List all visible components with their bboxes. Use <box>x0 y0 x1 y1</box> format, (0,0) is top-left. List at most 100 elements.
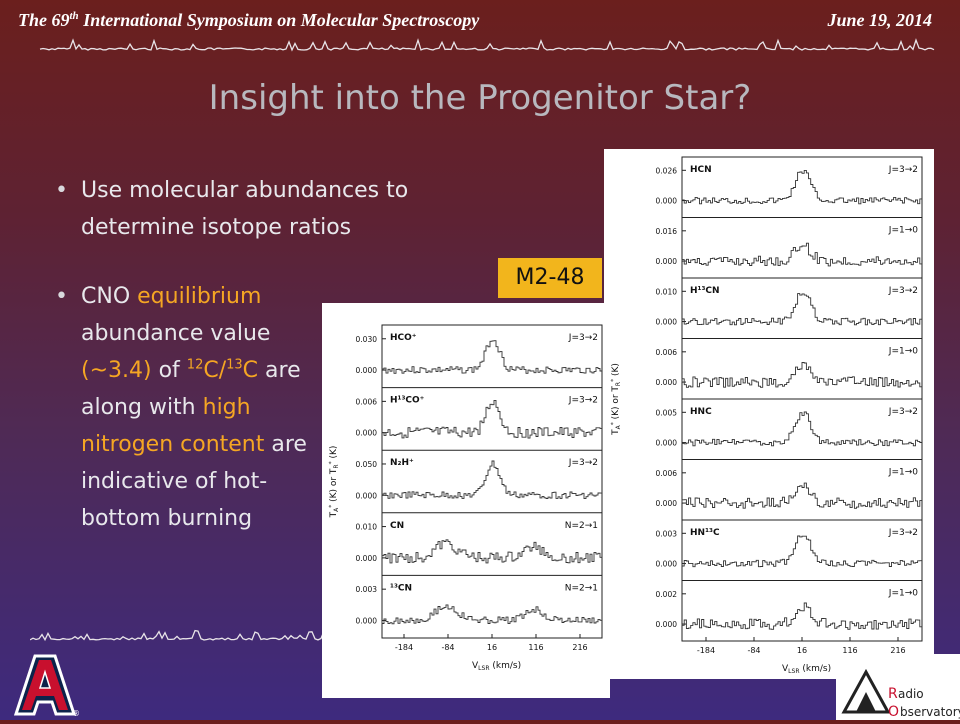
y-tick-label-top: 0.026 <box>656 166 678 175</box>
spectrum-trace <box>381 539 602 564</box>
spectrum-trace <box>681 482 922 509</box>
bullet-2-text-9: are along with <box>81 358 301 420</box>
y-tick-label-zero: 0.000 <box>656 197 678 206</box>
x-tick-label: -184 <box>395 643 413 652</box>
spectrum-wave-top <box>39 38 935 52</box>
y-tick-label-zero: 0.000 <box>656 620 678 629</box>
y-tick-label-zero: 0.000 <box>356 554 378 563</box>
spectrum-trace <box>681 411 922 447</box>
molecule-label: H¹³CO⁺ <box>390 396 425 406</box>
transition-label: J=3→2 <box>568 396 598 406</box>
transition-label: N=2→1 <box>565 583 598 593</box>
bullet-item-1: Use molecular abundances to determine is… <box>55 172 441 246</box>
transition-label: J=1→0 <box>888 347 918 357</box>
bullet-2-text-7: C/ <box>203 358 227 383</box>
decorative-spectrum-line-top <box>39 38 935 52</box>
y-tick-label-zero: 0.000 <box>656 439 678 448</box>
transition-label: J=3→2 <box>568 333 598 343</box>
x-tick-label: 216 <box>572 643 587 652</box>
y-tick-label-top: 0.010 <box>656 287 678 296</box>
bullet-2-text-11: are indicative of hot-bottom burning <box>81 432 307 531</box>
y-tick-label-top: 0.006 <box>656 348 678 357</box>
y-axis-label: TA* (K) or TR* (K) <box>328 446 340 519</box>
transition-label: J=1→0 <box>888 468 918 478</box>
transition-label: J=3→2 <box>888 165 918 175</box>
y-tick-label-zero: 0.000 <box>356 491 378 500</box>
transition-label: J=3→2 <box>888 407 918 417</box>
date-header: June 19, 2014 <box>827 10 932 30</box>
y-tick-label-top: 0.002 <box>656 590 678 599</box>
y-tick-label-top: 0.050 <box>356 460 378 469</box>
y-tick-label-zero: 0.000 <box>656 560 678 569</box>
y-axis-label: TA* (K) or TR* (K) <box>610 363 622 436</box>
y-tick-label-top: 0.003 <box>656 529 678 538</box>
molecule-label: CN <box>390 521 404 531</box>
spectrum-wave-bottom <box>30 629 360 642</box>
y-tick-label-top: 0.006 <box>356 397 378 406</box>
transition-label: N=2→1 <box>565 521 598 531</box>
spectrum-trace <box>681 242 922 267</box>
y-tick-label-top: 0.006 <box>656 469 678 478</box>
x-axis-label: VLSR (km/s) <box>782 664 831 675</box>
transition-label: J=3→2 <box>888 528 918 538</box>
spectrum-trace <box>681 602 922 630</box>
x-tick-label: 116 <box>528 643 543 652</box>
y-tick-label-zero: 0.000 <box>356 366 378 375</box>
molecule-label: HN¹³C <box>690 528 720 538</box>
transition-label: J=1→0 <box>888 226 918 236</box>
source-label: M2-48 <box>498 258 602 298</box>
bullet-2-highlight-value: (~3.4) <box>81 358 152 383</box>
y-tick-label-zero: 0.000 <box>656 318 678 327</box>
x-axis-label: VLSR (km/s) <box>472 661 521 672</box>
x-tick-label: 16 <box>797 646 807 655</box>
observatory-text-r-cap: R <box>888 686 898 702</box>
bullet-2-highlight-nitrogen: high nitrogen content <box>81 395 265 457</box>
spectra-panel-left: 0.030 0.000 HCO⁺ J=3→2 0.006 0.000 H¹³CO⁺ J=3→2… <box>322 303 610 698</box>
transition-label: J=3→2 <box>888 286 918 296</box>
bullet-2-text-1: CNO <box>81 284 138 309</box>
bullet-2-isotope-12: 12 <box>186 357 204 373</box>
spectrum-trace <box>681 293 922 326</box>
spectrum-trace <box>681 169 922 205</box>
y-tick-label-zero: 0.000 <box>356 616 378 625</box>
y-tick-label-top: 0.005 <box>656 408 678 417</box>
molecule-label: N₂H⁺ <box>390 458 414 468</box>
bullet-2-text-5: of <box>151 358 187 383</box>
spectrum-trace <box>381 460 602 500</box>
x-tick-label: 16 <box>487 643 497 652</box>
spectra-figure-right: 0.026 0.000 HCN J=3→2 0.016 0.000 J=1→0 0.010 0.… <box>610 156 923 675</box>
y-tick-label-top: 0.010 <box>356 523 378 532</box>
molecule-label: HNC <box>690 407 712 417</box>
bullet-1-text: Use molecular abundances to determine is… <box>81 178 409 240</box>
y-tick-label-zero: 0.000 <box>356 429 378 438</box>
x-tick-label: 216 <box>890 646 905 655</box>
spectra-panel-right: 0.026 0.000 HCN J=3→2 0.016 0.000 J=1→0 0.010 0.… <box>604 149 934 679</box>
molecule-label: ¹³CN <box>390 583 412 593</box>
slide-title: Insight into the Progenitor Star? <box>208 78 752 118</box>
conference-header: The 69th International Symposium on Mole… <box>18 10 480 30</box>
observatory-text-o-cap: O <box>888 704 899 720</box>
bullet-item-2: CNO equilibrium abundance value (~3.4) o… <box>55 278 307 537</box>
spectrum-trace <box>681 535 922 568</box>
transition-label: J=1→0 <box>888 589 918 599</box>
x-tick-label: -84 <box>441 643 454 652</box>
bullet-2-text-9-c: C <box>242 358 259 383</box>
molecule-label: HCO⁺ <box>390 333 417 343</box>
observatory-emblem: R adio O bservatory <box>841 668 960 720</box>
x-tick-label: -184 <box>697 646 715 655</box>
observatory-text-line1: adio <box>898 687 924 701</box>
y-tick-label-top: 0.016 <box>656 227 678 236</box>
university-logo: ® <box>13 654 80 718</box>
observatory-logo: R adio O bservatory <box>836 654 960 720</box>
bullet-2-isotope-13: 13 <box>226 357 243 373</box>
bullet-2-highlight-equilibrium: equilibrium <box>137 284 262 309</box>
decorative-spectrum-line-bottom <box>30 629 360 642</box>
molecule-label: HCN <box>690 165 712 175</box>
y-tick-label-zero: 0.000 <box>656 378 678 387</box>
y-tick-label-zero: 0.000 <box>656 257 678 266</box>
observatory-text-line2: bservatory <box>900 705 960 719</box>
x-tick-label: -84 <box>747 646 760 655</box>
spectrum-trace <box>381 399 602 439</box>
spectrum-trace <box>681 362 922 388</box>
spectrum-trace <box>381 340 602 374</box>
